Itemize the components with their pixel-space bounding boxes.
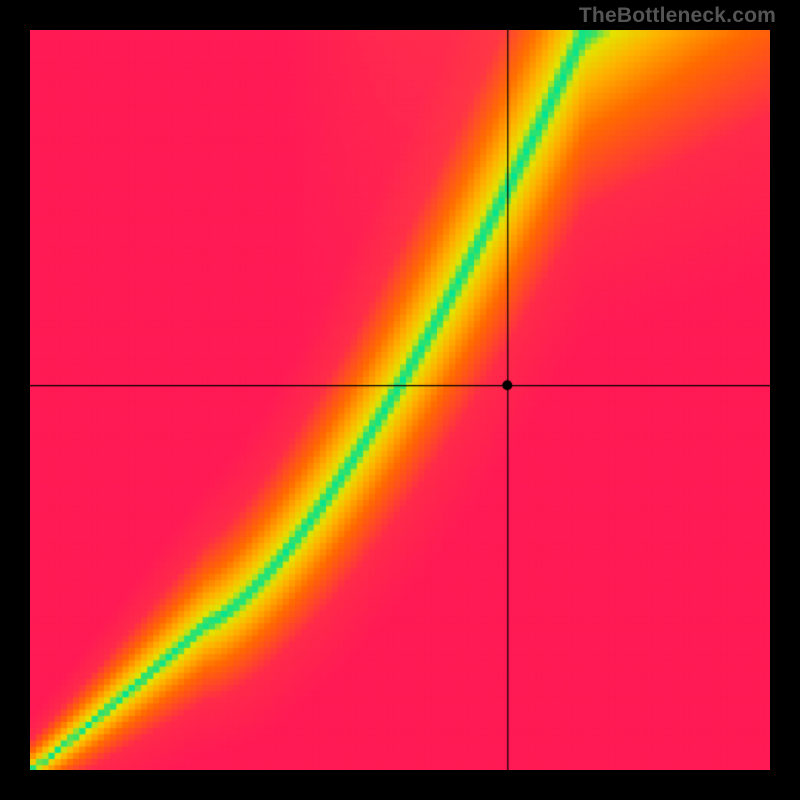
page-root: TheBottleneck.com bbox=[0, 0, 800, 800]
heatmap-canvas bbox=[30, 30, 770, 770]
plot-area bbox=[30, 30, 770, 770]
watermark-text: TheBottleneck.com bbox=[579, 4, 776, 28]
